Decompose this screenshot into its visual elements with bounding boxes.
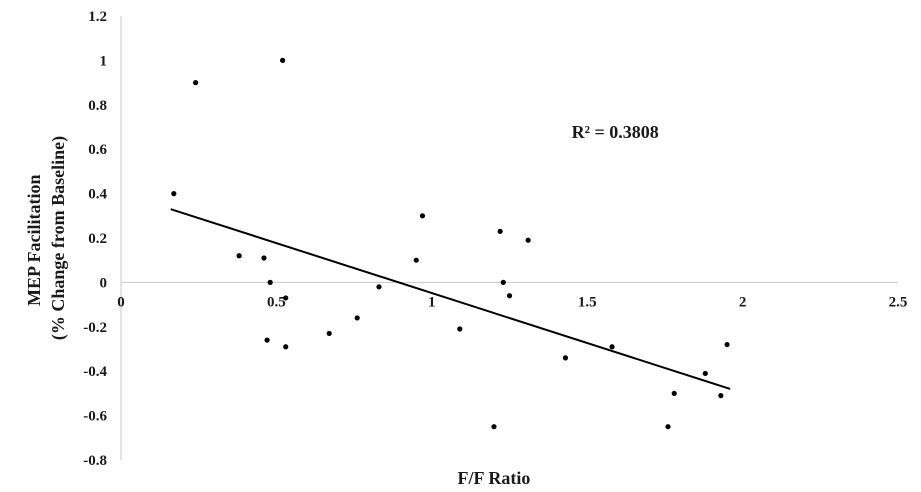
data-point xyxy=(280,57,286,64)
data-point xyxy=(500,279,506,285)
data-point xyxy=(326,330,332,337)
y-tick-label: 0.6 xyxy=(88,142,107,158)
data-point xyxy=(506,293,513,299)
data-point xyxy=(419,213,426,219)
x-tick-label: 1 xyxy=(428,294,436,310)
y-tick-label: 0.8 xyxy=(88,98,107,114)
data-point xyxy=(267,279,273,285)
data-point xyxy=(718,393,724,399)
data-point xyxy=(413,257,419,263)
trendline-group xyxy=(170,208,731,390)
x-tick-labels: 0 0.5 1 1.5 2 2.5 xyxy=(117,294,907,310)
data-point xyxy=(236,253,242,259)
data-point xyxy=(171,191,177,197)
data-point xyxy=(283,295,289,301)
data-point xyxy=(609,344,615,350)
y-tick-label: 0 xyxy=(100,275,108,291)
data-point xyxy=(497,228,503,234)
y-tick-label: -0.4 xyxy=(83,364,107,380)
y-tick-label: -0.8 xyxy=(83,453,107,469)
data-point xyxy=(457,326,463,332)
x-tick-label: 0 xyxy=(117,294,125,310)
x-tick-label: 1.5 xyxy=(578,294,597,310)
y-axis-title: MEP Facilitation (% Change from Baseline… xyxy=(24,136,69,340)
r-squared-annotation: R² = 0.3808 xyxy=(572,122,659,142)
data-point xyxy=(665,424,671,430)
y-tick-label: 0.2 xyxy=(88,231,107,247)
data-point xyxy=(283,344,289,350)
y-tick-label: 1 xyxy=(100,53,108,69)
x-axis-title: F/F Ratio xyxy=(458,468,531,488)
y-tick-label: -0.6 xyxy=(83,409,107,425)
y-axis-title-line-1: MEP Facilitation xyxy=(24,175,44,306)
data-point xyxy=(264,337,270,343)
y-tick-labels: 1.2 1 0.8 0.6 0.4 0.2 0 -0.2 -0.4 -0.6 -0.8 xyxy=(83,9,107,469)
data-point xyxy=(525,237,531,243)
data-point xyxy=(491,424,497,430)
y-tick-label: -0.2 xyxy=(83,320,107,336)
data-point xyxy=(724,341,730,348)
y-axis-title-line-2: (% Change from Baseline) xyxy=(48,136,69,340)
y-tick-label: 0.4 xyxy=(88,187,107,203)
x-tick-label: 2.5 xyxy=(889,294,908,310)
data-point xyxy=(354,315,360,321)
trendline xyxy=(170,208,731,390)
x-tick-label: 2 xyxy=(739,294,747,310)
data-points xyxy=(171,57,730,430)
data-point xyxy=(562,355,569,361)
data-point xyxy=(702,370,708,377)
x-tick-label: 0.5 xyxy=(267,294,286,310)
data-point xyxy=(261,255,267,261)
y-tick-label: 1.2 xyxy=(88,9,107,25)
data-point xyxy=(671,390,677,396)
data-point xyxy=(192,80,199,86)
data-point xyxy=(376,284,382,290)
